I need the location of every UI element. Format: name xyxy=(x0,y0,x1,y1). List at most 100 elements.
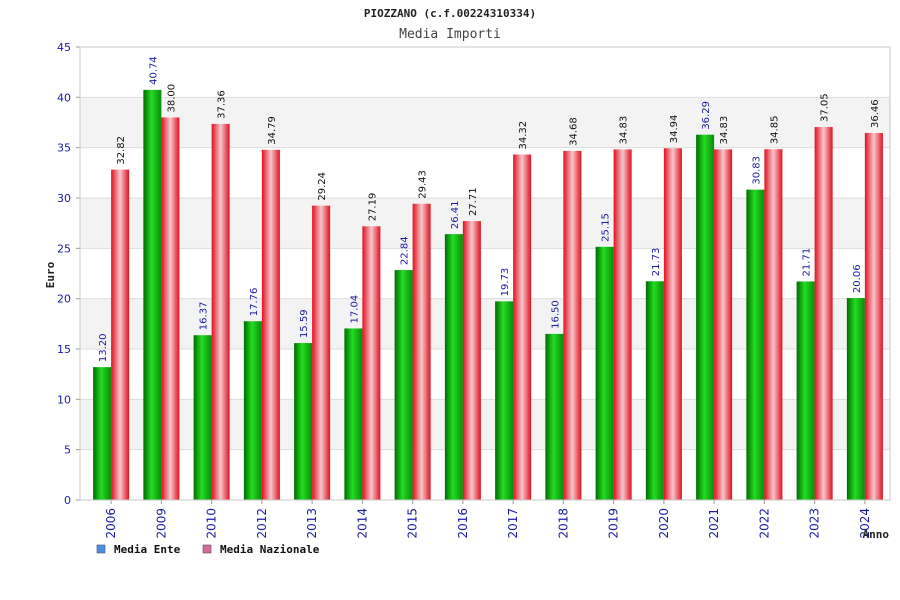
bar-media-nazionale-2023 xyxy=(814,127,833,500)
y-tick-label: 40 xyxy=(57,91,71,104)
value-label-media-ente-2014: 17.04 xyxy=(349,295,360,324)
legend-label-media-ente: Media Ente xyxy=(114,543,181,556)
bar-media-ente-2006 xyxy=(93,367,112,500)
y-tick-label: 30 xyxy=(57,192,71,205)
bar-media-nazionale-2017 xyxy=(513,154,532,500)
x-tick-label-2010: 2010 xyxy=(205,508,219,539)
x-tick-label-2012: 2012 xyxy=(255,508,269,539)
value-label-media-nazionale-2020: 34.94 xyxy=(669,115,680,144)
value-label-media-ente-2015: 22.84 xyxy=(400,236,411,265)
bar-media-ente-2023 xyxy=(796,281,815,500)
bar-media-ente-2024 xyxy=(846,298,865,500)
x-tick-label-2019: 2019 xyxy=(607,508,621,539)
value-label-media-ente-2023: 21.71 xyxy=(802,248,813,277)
value-label-media-ente-2006: 13.20 xyxy=(98,333,109,362)
value-label-media-ente-2022: 30.83 xyxy=(751,156,762,185)
value-label-media-ente-2017: 19.73 xyxy=(500,268,511,297)
value-label-media-ente-2020: 21.73 xyxy=(651,248,662,277)
bar-media-nazionale-2015 xyxy=(412,203,431,500)
bar-media-nazionale-2013 xyxy=(312,205,331,500)
x-axis-label: Anno xyxy=(863,528,890,541)
bar-media-nazionale-2022 xyxy=(764,149,783,500)
value-label-media-ente-2009: 40.74 xyxy=(148,56,159,85)
bar-media-ente-2014 xyxy=(344,328,363,500)
plot-frame xyxy=(79,46,891,501)
value-label-media-nazionale-2024: 36.46 xyxy=(870,99,881,128)
bar-media-ente-2022 xyxy=(746,189,765,501)
x-tick-label-2022: 2022 xyxy=(757,508,771,539)
bar-media-ente-2021 xyxy=(696,134,715,500)
y-tick-label: 10 xyxy=(57,393,71,406)
y-tick-label: 45 xyxy=(57,41,71,54)
value-label-media-ente-2016: 26.41 xyxy=(450,200,461,229)
value-label-media-nazionale-2015: 29.43 xyxy=(418,170,429,199)
y-tick-label: 35 xyxy=(57,142,71,155)
value-label-media-nazionale-2013: 29.24 xyxy=(317,172,328,201)
legend-label-media-nazionale: Media Nazionale xyxy=(220,543,320,556)
value-label-media-nazionale-2014: 27.19 xyxy=(367,193,378,222)
y-tick-label: 0 xyxy=(64,494,71,507)
value-label-media-nazionale-2022: 34.85 xyxy=(769,116,780,145)
y-tick-label: 20 xyxy=(57,293,71,306)
y-axis-label: Euro xyxy=(44,261,57,288)
x-tick-label-2015: 2015 xyxy=(406,508,420,539)
x-tick-label-2009: 2009 xyxy=(154,508,168,539)
bar-media-ente-2020 xyxy=(645,281,664,500)
bar-media-ente-2013 xyxy=(294,343,313,500)
value-label-media-nazionale-2021: 34.83 xyxy=(719,116,730,145)
x-tick-label-2018: 2018 xyxy=(556,508,570,539)
value-label-media-nazionale-2010: 37.36 xyxy=(217,90,228,119)
value-labels: 13.20 32.82 40.74 38.00 16.37 37.36 17.76 34.79… xyxy=(98,56,881,362)
value-label-media-nazionale-2006: 32.82 xyxy=(116,136,127,165)
x-tick-label-2006: 2006 xyxy=(104,508,118,539)
y-tick-label: 5 xyxy=(64,444,71,457)
bar-media-nazionale-2016 xyxy=(462,221,481,500)
x-tick-label-2017: 2017 xyxy=(506,508,520,539)
value-label-media-nazionale-2018: 34.68 xyxy=(568,117,579,146)
legend-swatch-media-ente xyxy=(96,544,106,554)
bar-media-nazionale-2018 xyxy=(563,150,582,500)
bar-media-nazionale-2014 xyxy=(362,226,381,500)
value-label-media-nazionale-2017: 34.32 xyxy=(518,121,529,150)
x-tick-label-2013: 2013 xyxy=(305,508,319,539)
bar-media-nazionale-2012 xyxy=(261,149,280,500)
value-label-media-ente-2024: 20.06 xyxy=(852,264,863,293)
bar-media-ente-2009 xyxy=(143,89,162,500)
value-label-media-ente-2018: 16.50 xyxy=(550,300,561,329)
value-label-media-nazionale-2019: 34.83 xyxy=(619,116,630,145)
value-label-media-ente-2010: 16.37 xyxy=(199,302,210,331)
x-tick-label-2023: 2023 xyxy=(808,508,822,539)
bar-media-ente-2018 xyxy=(545,333,564,500)
value-label-media-ente-2019: 25.15 xyxy=(601,213,612,242)
bar-media-nazionale-2021 xyxy=(714,149,733,501)
value-label-media-nazionale-2009: 38.00 xyxy=(166,84,177,113)
y-axis-ticks: 0 5 10 15 20 25 30 35 40 45 xyxy=(57,41,80,507)
y-tick-label: 15 xyxy=(57,343,71,356)
bar-media-nazionale-2010 xyxy=(211,123,230,500)
bar-media-ente-2012 xyxy=(243,321,262,500)
bar-media-nazionale-2020 xyxy=(663,148,682,500)
value-label-media-ente-2012: 17.76 xyxy=(249,288,260,317)
bar-media-nazionale-2019 xyxy=(613,149,632,501)
x-tick-label-2024: 2024 xyxy=(858,508,872,539)
bar-media-ente-2016 xyxy=(444,234,463,500)
bar-media-nazionale-2024 xyxy=(864,132,883,500)
bar-media-ente-2015 xyxy=(394,270,413,500)
value-label-media-nazionale-2016: 27.71 xyxy=(468,187,479,216)
chart-title: PIOZZANO (c.f.00224310334) xyxy=(364,7,536,20)
x-tick-label-2021: 2021 xyxy=(707,508,721,539)
legend: Media Ente Media Nazionale xyxy=(96,543,320,556)
x-tick-label-2016: 2016 xyxy=(456,508,470,539)
y-tick-label: 25 xyxy=(57,242,71,255)
legend-swatch-media-nazionale xyxy=(202,544,212,554)
bar-media-nazionale-2006 xyxy=(111,169,130,500)
bar-media-ente-2017 xyxy=(495,301,514,500)
bar-media-ente-2019 xyxy=(595,246,614,500)
plot-band xyxy=(80,47,890,98)
bar-media-nazionale-2009 xyxy=(161,117,180,500)
value-label-media-nazionale-2012: 34.79 xyxy=(267,116,278,145)
bars xyxy=(93,89,883,501)
value-label-media-ente-2021: 36.29 xyxy=(701,101,712,130)
x-axis-ticks: 2006 2009 2010 2012 2013 2014 2015 2016 2017 2018… xyxy=(104,500,872,539)
